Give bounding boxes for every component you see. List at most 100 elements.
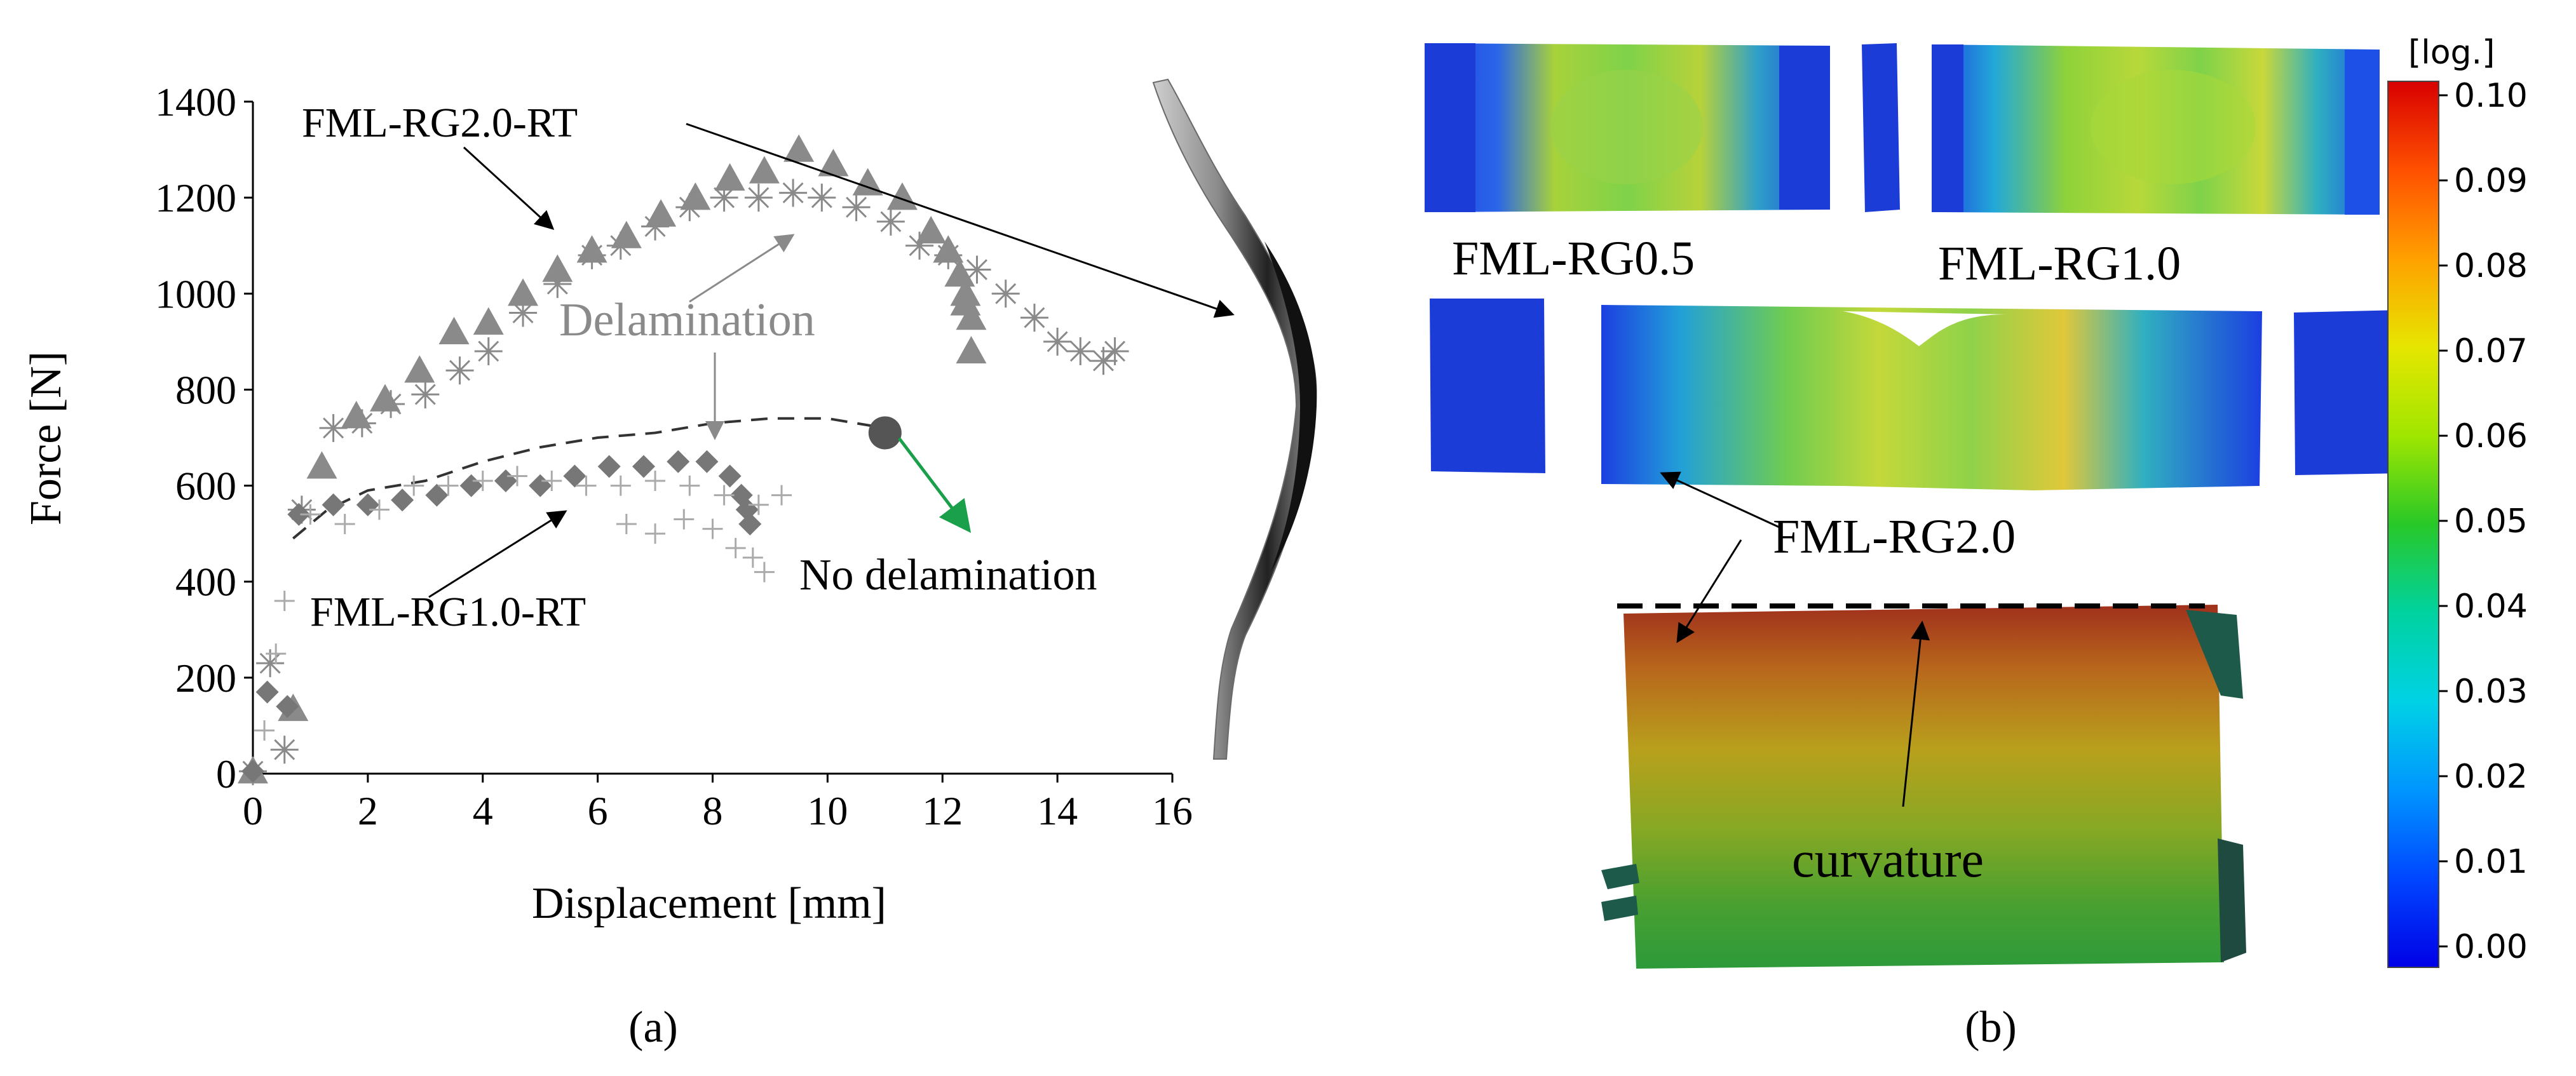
x-tick-label: 6 bbox=[588, 788, 608, 833]
plus-point bbox=[679, 475, 700, 496]
series-3-plus bbox=[254, 466, 792, 741]
arrow-rg20-to-strip bbox=[1660, 471, 1780, 528]
triangle-point bbox=[783, 134, 815, 162]
triangle-point bbox=[852, 168, 883, 196]
asterisk-point bbox=[509, 299, 538, 327]
plus-point bbox=[645, 523, 666, 544]
asterisk-point bbox=[808, 184, 836, 212]
colorbar-gradient bbox=[2387, 81, 2439, 968]
annotation-delamination: Delamination bbox=[559, 294, 815, 346]
x-axis-label: Displacement [mm] bbox=[532, 879, 886, 928]
arrow-fml-rg20-to-specimen bbox=[686, 123, 1235, 318]
asterisk-point bbox=[319, 414, 348, 442]
y-tick-label: 1400 bbox=[155, 79, 236, 124]
triangle-point bbox=[542, 254, 573, 282]
dashed-envelope-line bbox=[292, 417, 886, 540]
plus-point bbox=[610, 475, 631, 496]
plus-point bbox=[334, 514, 355, 535]
plus-point bbox=[725, 537, 746, 558]
diamond-point bbox=[459, 474, 483, 497]
asterisk-point bbox=[543, 270, 572, 299]
diamond-point bbox=[241, 760, 264, 783]
asterisk-point bbox=[377, 390, 405, 419]
asterisk-point bbox=[445, 356, 474, 385]
strain-maps-panel: FML-RG0.5 FML-RG1.0 FML-RG2.0 curvature … bbox=[1425, 34, 2528, 969]
asterisk-point bbox=[1043, 327, 1072, 356]
endpoint-marker bbox=[868, 416, 902, 450]
plus-point bbox=[616, 514, 637, 535]
asterisk-point bbox=[641, 212, 670, 241]
plus-point bbox=[645, 471, 666, 492]
plus-point bbox=[369, 499, 390, 520]
asterisk-point bbox=[1066, 337, 1095, 365]
x-tick-label: 4 bbox=[473, 788, 493, 833]
diamond-point bbox=[276, 695, 299, 718]
triangle-point bbox=[646, 199, 677, 227]
arrow-delamination-up bbox=[689, 234, 795, 303]
plus-point bbox=[403, 475, 424, 496]
series-4-plus bbox=[616, 509, 775, 582]
data-series bbox=[238, 134, 1129, 786]
triangle-point bbox=[956, 335, 987, 364]
colorbar-tick-label: 0.08 bbox=[2454, 247, 2528, 285]
plus-point bbox=[754, 562, 775, 582]
label-fml-rg05: FML-RG0.5 bbox=[1452, 232, 1695, 285]
x-tick-label: 8 bbox=[703, 788, 723, 833]
colorbar-tick-label: 0.09 bbox=[2454, 162, 2528, 200]
asterisk-point bbox=[1089, 347, 1118, 375]
triangle-point bbox=[916, 216, 947, 244]
diamond-point bbox=[632, 455, 655, 478]
asterisk-point bbox=[934, 241, 963, 269]
plus-point bbox=[748, 494, 769, 515]
annotation-fml-rg20-rt: FML-RG2.0-RT bbox=[302, 100, 578, 146]
triangle-point bbox=[749, 156, 780, 184]
y-tick-label: 200 bbox=[175, 656, 236, 701]
label-fml-rg20: FML-RG2.0 bbox=[1773, 510, 2016, 563]
arrow-fml-rg10-to-curve bbox=[428, 510, 567, 598]
x-tick-label: 14 bbox=[1037, 788, 1078, 833]
panel-a-label: (a) bbox=[628, 1003, 678, 1052]
colorbar-tick-label: 0.06 bbox=[2454, 417, 2528, 455]
plus-point bbox=[742, 547, 763, 568]
diamond-point bbox=[718, 464, 742, 488]
triangle-point bbox=[956, 302, 987, 330]
strain-map-fragment bbox=[1862, 43, 1900, 212]
arrow-rg20-to-surface bbox=[1676, 539, 1742, 643]
diamond-point bbox=[425, 483, 449, 507]
y-axis-label: Force [N] bbox=[22, 351, 71, 525]
asterisk-point bbox=[842, 193, 871, 222]
triangle-point bbox=[508, 278, 539, 306]
diamond-point bbox=[597, 455, 621, 478]
triangle-point bbox=[886, 182, 918, 210]
colorbar-tick-label: 0.10 bbox=[2454, 77, 2528, 115]
x-tick-label: 16 bbox=[1152, 788, 1193, 833]
asterisk-point bbox=[675, 193, 704, 222]
annotation-no-delamination: No delamination bbox=[799, 551, 1097, 600]
y-tick-label: 1000 bbox=[155, 271, 236, 316]
colorbar-tick-label: 0.02 bbox=[2454, 758, 2528, 796]
colorbar-tick-label: 0.00 bbox=[2454, 928, 2528, 966]
diamond-point bbox=[322, 493, 345, 516]
diamond-point bbox=[738, 513, 762, 536]
diamond-point bbox=[356, 493, 379, 516]
triangle-point bbox=[950, 288, 981, 316]
x-tick-label: 0 bbox=[243, 788, 263, 833]
asterisk-point bbox=[905, 231, 934, 260]
colorbar-tick-label: 0.05 bbox=[2454, 502, 2528, 541]
plus-point bbox=[472, 471, 493, 492]
asterisk-point bbox=[1020, 304, 1048, 332]
strain-map-fml-rg20 bbox=[1430, 299, 2403, 490]
y-tick-label: 0 bbox=[216, 751, 236, 797]
asterisk-point bbox=[606, 231, 635, 260]
asterisk-point bbox=[876, 207, 905, 236]
triangle-point bbox=[306, 451, 337, 479]
asterisk-point bbox=[474, 337, 503, 365]
y-axis-ticks: 0 200 400 600 800 1000 1200 1400 bbox=[155, 79, 253, 797]
panel-b-label: (b) bbox=[1965, 1003, 2017, 1052]
colorbar: [log.] 0.100.090.080.070.060.050.040.030… bbox=[2387, 34, 2528, 968]
arrow-fml-rg20-to-curve bbox=[463, 146, 555, 231]
triangle-point bbox=[404, 355, 435, 383]
asterisk-point bbox=[411, 380, 440, 408]
